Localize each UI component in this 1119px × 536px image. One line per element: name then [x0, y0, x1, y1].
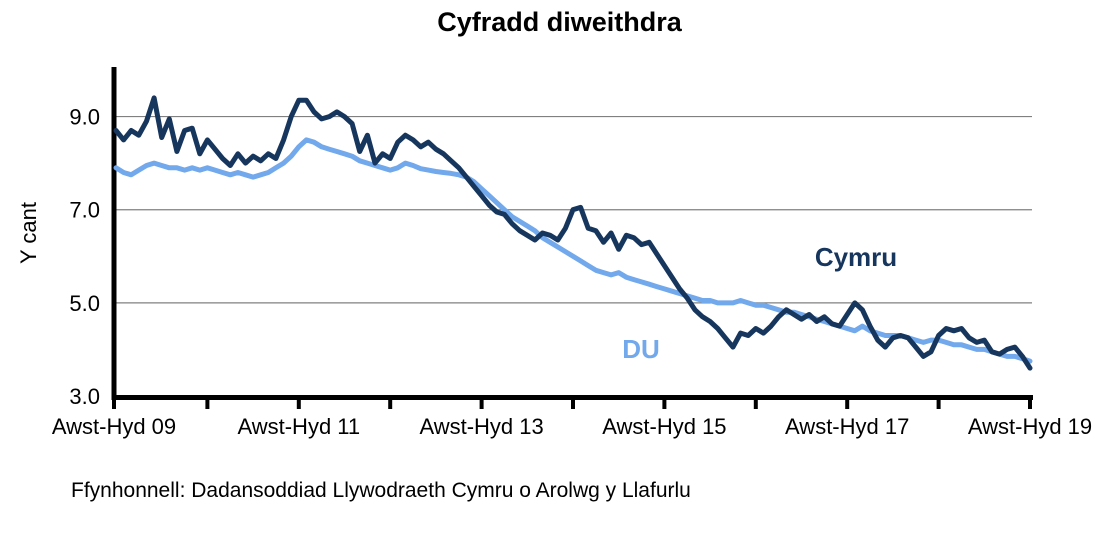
series-line-du	[113, 137, 1033, 364]
series-line-cymru	[113, 95, 1033, 371]
series-label-cymru: Cymru	[815, 242, 897, 272]
y-tick-label: 9.0	[69, 105, 100, 130]
series-label-du: DU	[622, 334, 660, 364]
x-tick-label: Awst-Hyd 11	[237, 414, 360, 439]
y-tick-label: 3.0	[69, 384, 100, 409]
x-tick-label: Awst-Hyd 17	[785, 414, 909, 439]
source-note: Ffynhonnell: Dadansoddiad Llywodraeth Cy…	[71, 479, 691, 502]
y-tick-label: 7.0	[69, 198, 100, 223]
x-tick-label: Awst-Hyd 15	[602, 414, 726, 439]
chart-title: Cyfradd diweithdra	[437, 7, 682, 37]
y-tick-label: 5.0	[69, 291, 100, 316]
y-axis-title: Y cant	[16, 202, 41, 264]
x-tick-label: Awst-Hyd 13	[419, 414, 543, 439]
x-tick-label: Awst-Hyd 19	[968, 414, 1092, 439]
x-tick-label: Awst-Hyd 09	[52, 414, 176, 439]
